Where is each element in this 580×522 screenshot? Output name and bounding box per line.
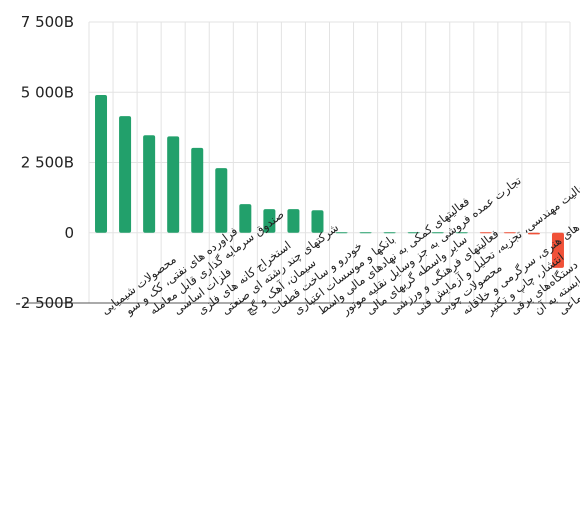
- y-tick-label: 2 500B: [21, 154, 74, 172]
- y-tick-label: -2 500B: [15, 294, 74, 312]
- bar[interactable]: [335, 232, 348, 234]
- bar[interactable]: [215, 168, 228, 233]
- bar[interactable]: [407, 232, 420, 234]
- y-tick-label: 0: [64, 224, 74, 242]
- bar[interactable]: [263, 209, 276, 233]
- bar[interactable]: [527, 232, 540, 235]
- bar[interactable]: [455, 232, 468, 234]
- bar[interactable]: [551, 232, 564, 268]
- bar[interactable]: [119, 116, 132, 233]
- bar[interactable]: [287, 209, 300, 233]
- gridlines: [24, 21, 571, 304]
- bar[interactable]: [239, 204, 252, 233]
- bar[interactable]: [167, 136, 180, 233]
- bar[interactable]: [143, 135, 156, 233]
- bar[interactable]: [503, 232, 516, 234]
- bar[interactable]: [191, 147, 204, 233]
- bar[interactable]: [311, 210, 324, 233]
- bar[interactable]: [95, 95, 108, 233]
- y-axis-ticks: 7 500B 5 000B 2 500B 0 -2 500B: [15, 13, 74, 312]
- y-tick-label: 5 000B: [21, 83, 74, 101]
- bar[interactable]: [431, 232, 444, 234]
- bar[interactable]: [383, 232, 396, 234]
- bar[interactable]: [359, 232, 372, 234]
- bar[interactable]: [479, 232, 492, 234]
- y-tick-label: 7 500B: [21, 13, 74, 31]
- bars: [95, 95, 564, 268]
